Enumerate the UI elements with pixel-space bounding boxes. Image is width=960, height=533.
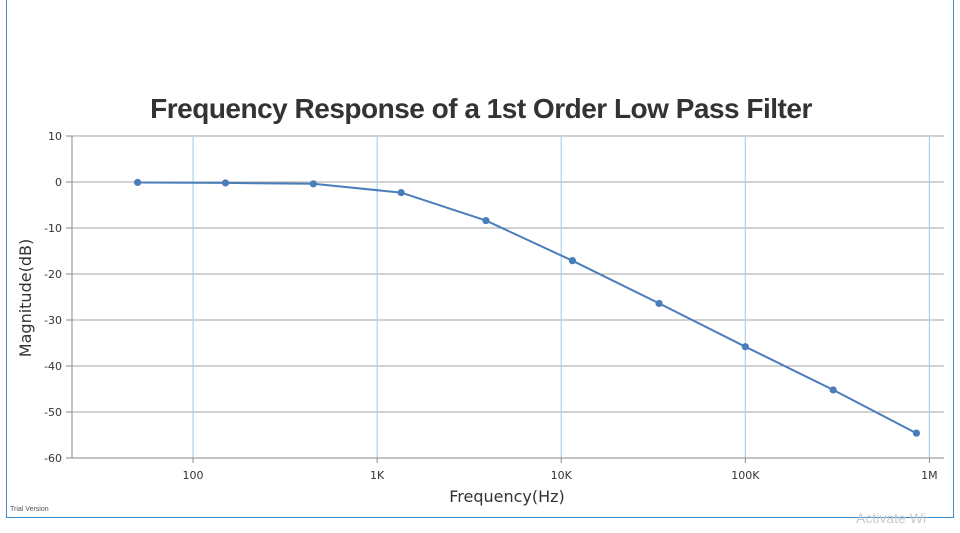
x-tick-label: 100 [183, 469, 204, 482]
data-point [912, 429, 921, 437]
y-tick-label: 10 [48, 130, 62, 143]
y-tick-label: -10 [44, 222, 62, 235]
y-tick-label: -20 [44, 268, 62, 281]
data-point [655, 299, 663, 308]
x-tick-label: 10K [551, 469, 573, 482]
data-point [741, 343, 749, 351]
x-tick-label: 1K [370, 469, 385, 482]
chart-frame [6, 0, 954, 518]
data-point [221, 179, 230, 187]
data-point [482, 217, 490, 225]
data-point [134, 178, 142, 187]
data-point [829, 386, 837, 394]
y-tick-label: -30 [44, 314, 62, 327]
grid [66, 135, 944, 463]
y-axis-title: Magnitude(dB) [16, 239, 35, 357]
x-tick-labels: 100 1K 10K 100K 1M [183, 469, 938, 482]
data-point [568, 257, 577, 265]
chart-title: Frequency Response of a 1st Order Low Pa… [150, 93, 812, 124]
x-tick-label: 1M [921, 469, 938, 482]
data-point [309, 180, 317, 188]
y-tick-labels: 10 0 -10 -20 -30 -40 -50 -60 [44, 130, 62, 465]
trial-version-label: Trial Version [10, 506, 49, 513]
y-tick-label: -40 [44, 360, 62, 373]
series-line [137, 181, 917, 435]
y-tick-label: -50 [44, 406, 62, 419]
series-group [134, 178, 921, 437]
data-point [397, 188, 405, 197]
y-tick-label: -60 [44, 452, 62, 465]
y-tick-label: 0 [55, 176, 62, 189]
activate-windows-watermark: Activate Wi [856, 510, 927, 526]
x-tick-label: 100K [731, 469, 760, 482]
x-axis-title: Frequency(Hz) [449, 487, 565, 506]
